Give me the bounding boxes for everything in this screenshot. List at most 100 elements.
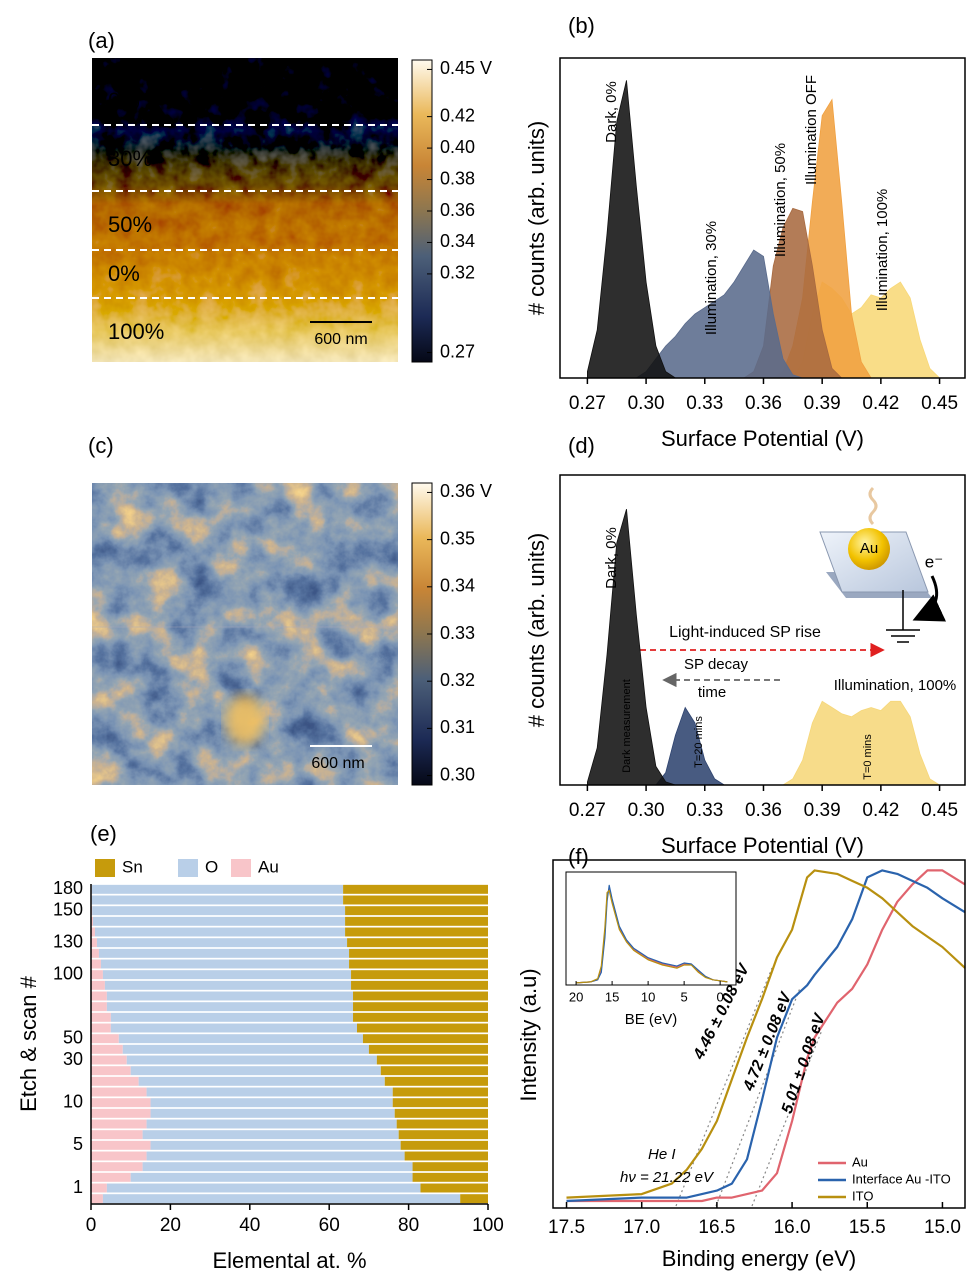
legend-label: Sn [122,857,143,876]
bar-segment [142,1162,413,1172]
colorbar-tick-label: 0.27 [440,341,475,361]
scale-bar-label: 600 nm [311,755,364,772]
bar-segment [104,980,352,990]
bar-segment [150,1108,395,1118]
bar-segment [394,1108,488,1118]
colorbar-tick-label: 0.34 [440,576,475,596]
annotation: hν = 21.22 eV [620,1169,715,1186]
bar-segment [412,1172,488,1182]
bar-segment [368,1044,488,1054]
x-tick-label: 0.33 [686,393,723,414]
region-label: 50% [108,212,152,237]
bar-segment [392,1087,488,1097]
series-label: Illumination OFF [803,75,820,185]
x-axis-label: Binding energy (eV) [662,1246,856,1271]
bar-segment [138,1076,385,1086]
bar-segment [91,1108,151,1118]
bar-segment [384,1076,488,1086]
bar-segment [412,1162,488,1172]
bar-segment [146,1119,397,1129]
bar-segment [118,1034,363,1044]
colorbar-tick-label: 0.35 [440,528,475,548]
x-tick-label: 0.27 [569,800,606,821]
series-label: Illumination, 50% [772,143,789,257]
annotation: Illumination, 100% [834,677,957,694]
bar-segment [91,1044,123,1054]
annotation: Dark, 0% [603,527,620,589]
bar-segment [91,948,99,958]
x-tick-label: 15.5 [849,1217,886,1238]
y-axis-label: # counts (arb. units) [524,121,549,315]
bar-segment [460,1194,488,1204]
x-tick-label: 0 [86,1215,97,1236]
bar-segment [91,1055,127,1065]
fit-lines [675,967,823,1207]
bar-segment [91,884,344,894]
y-axis-label: Intensity (a.u) [516,968,541,1101]
plot-frame [559,474,966,786]
annotation: He I [648,1146,676,1163]
bar-segment [91,1172,131,1182]
bar-segment [130,1066,381,1076]
x-tick-label: 15.0 [924,1217,961,1238]
bar-segment [91,1076,139,1086]
x-tick-label: 16.5 [698,1217,735,1238]
x-tick-label: 0.36 [745,800,782,821]
bar-segment [91,980,105,990]
y-tick-label: 150 [53,899,83,919]
bar-segment [150,1140,401,1150]
panel-label: (a) [88,28,115,53]
bar-segment [345,916,488,926]
bar-segment [362,1034,488,1044]
bar-segment [351,980,488,990]
x-tick-label: 0.30 [628,393,665,414]
inset-x-tick-label: 0 [717,989,724,1004]
y-tick-label: 50 [63,1027,83,1047]
annotation: Au [860,540,878,557]
data-line [566,869,966,1203]
bar-segment [353,1002,488,1012]
bar-segment [376,1055,488,1065]
bar-segment [91,1151,147,1161]
x-tick-label: 80 [398,1215,419,1236]
colorbar-tick-label: 0.30 [440,764,475,784]
x-tick-label: 0.45 [921,800,958,821]
bar-segment [92,916,346,926]
data-line [566,869,966,1203]
bar-segment [91,927,95,937]
inset-x-tick-label: 20 [569,989,583,1004]
bar-segment [91,1023,111,1033]
data-line [576,889,728,984]
bar-segment [91,1194,103,1204]
bar-segment [146,1151,405,1161]
x-tick-label: 0.39 [804,800,841,821]
bar-segment [91,1119,147,1129]
x-tick-label: 20 [160,1215,181,1236]
gold-particle [848,528,890,570]
region-label: 30% [108,146,152,171]
x-tick-label: 0.33 [686,800,723,821]
legend-swatch [95,859,115,877]
bar-segment [91,1183,107,1193]
bar-segment [102,1194,461,1204]
annotation: Light-induced SP rise [669,624,821,641]
series-label: Dark measurement [621,679,633,773]
x-tick-label: 0.45 [921,393,958,414]
panel-label: (f) [568,844,589,869]
region-label: 0% [108,261,140,286]
fit-line [751,1029,823,1207]
bar-segment [91,1140,151,1150]
kpfm-map [92,58,398,362]
bar-segment [380,1066,488,1076]
bar-segment [347,938,488,948]
legend-label: Interface Au -ITO [852,1171,951,1186]
legend-label: ITO [852,1188,873,1203]
bar-segment [92,906,346,916]
legend-swatch [231,859,251,877]
y-axis-label: # counts (arb. units) [524,533,549,727]
bar-segment [106,1183,421,1193]
particle [225,694,265,746]
colorbar-tick-label: 0.33 [440,623,475,643]
